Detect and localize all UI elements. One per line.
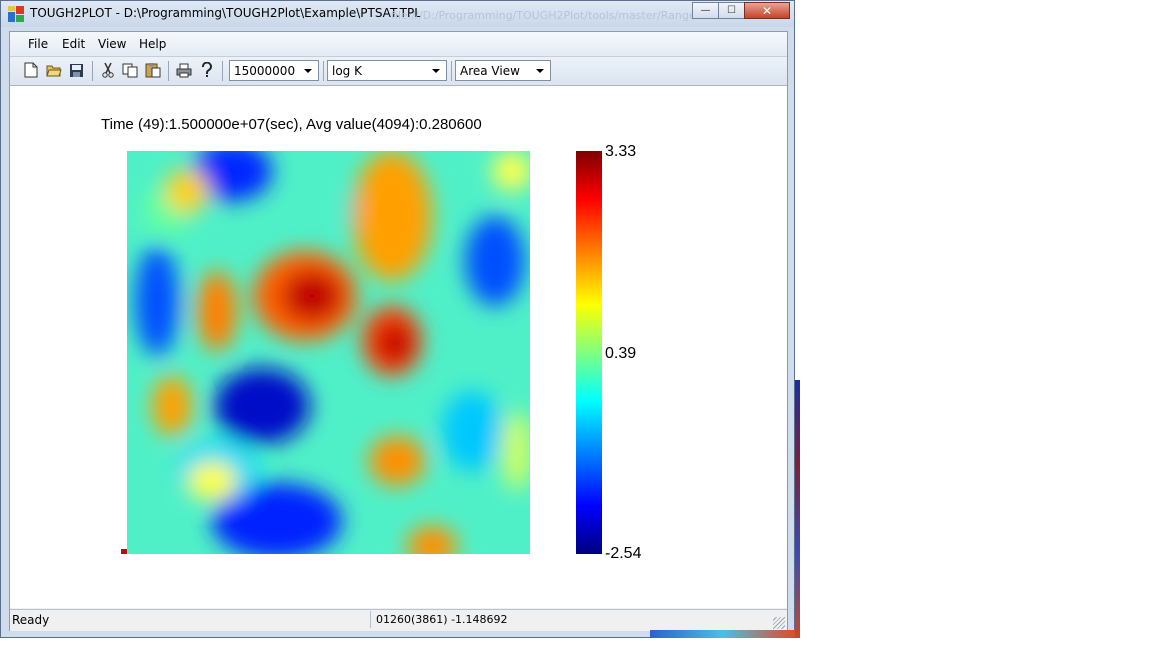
menu-bar: File Edit View Help [10, 32, 787, 57]
colorbar [576, 151, 602, 554]
maximize-button[interactable]: ☐ [718, 2, 745, 19]
status-bar: Ready 01260(3861) -1.148692 [10, 609, 787, 631]
view-select-value: Area View [460, 64, 520, 78]
menu-edit[interactable]: Edit [62, 37, 86, 51]
toolbar: 15000000 log K Area View [10, 57, 787, 86]
cursor-readout: 01260(3861) -1.148692 [376, 613, 508, 626]
copy-icon [122, 63, 138, 77]
close-icon: ✕ [761, 3, 773, 18]
background-window-edge [650, 630, 795, 638]
variable-select[interactable]: log K [327, 60, 447, 81]
paste-icon [145, 63, 161, 78]
paste-button[interactable] [144, 61, 162, 79]
toolbar-separator [222, 61, 223, 81]
colorbar-min-label: -2.54 [605, 545, 642, 562]
open-folder-icon [46, 65, 62, 77]
toolbar-separator [92, 61, 93, 81]
new-file-icon [24, 62, 38, 78]
open-button[interactable] [45, 61, 63, 79]
variable-select-value: log K [332, 64, 362, 78]
new-file-button[interactable] [22, 61, 40, 79]
colorbar-mid-label: 0.39 [605, 345, 637, 362]
resize-grip[interactable] [773, 617, 785, 629]
toolbar-separator [323, 61, 324, 81]
print-button[interactable] [175, 61, 193, 79]
chevron-down-icon [536, 69, 544, 73]
view-select[interactable]: Area View [455, 60, 551, 81]
minimize-button[interactable]: — [692, 2, 719, 19]
title-bar[interactable]: TOUGH2PLOT - D:\Programming\TOUGH2Plot\E… [1, 1, 794, 27]
save-button[interactable] [67, 61, 85, 79]
toolbar-separator [451, 61, 452, 81]
origin-marker [121, 549, 127, 554]
app-window: TOUGH2PLOT - D:\Programming\TOUGH2Plot\E… [0, 0, 795, 638]
time-select-value: 15000000 [234, 64, 296, 78]
status-pane: 01260(3861) -1.148692 [370, 611, 768, 628]
window-title: TOUGH2PLOT - D:\Programming\TOUGH2Plot\E… [30, 6, 421, 20]
colorbar-max-label: 3.33 [605, 143, 637, 160]
help-icon [202, 62, 212, 77]
chevron-down-icon [432, 69, 440, 73]
print-icon [176, 63, 192, 77]
client-area: File Edit View Help [9, 31, 788, 631]
status-text: Ready [12, 613, 50, 627]
menu-file[interactable]: File [28, 37, 49, 51]
window-title-ghost: file:///D:/Programming/TOUGH2Plot/tools/… [391, 9, 696, 22]
plot-area[interactable]: Time (49):1.500000e+07(sec), Avg value(4… [10, 86, 787, 608]
background-window-edge [795, 380, 800, 638]
help-button[interactable] [198, 61, 216, 79]
time-select[interactable]: 15000000 [229, 60, 319, 81]
minimize-icon: — [700, 5, 711, 16]
menu-view[interactable]: View [98, 37, 127, 51]
close-button[interactable]: ✕ [744, 2, 790, 19]
copy-button[interactable] [121, 61, 139, 79]
cut-icon [102, 62, 114, 78]
save-icon [69, 63, 83, 77]
cut-button[interactable] [99, 61, 117, 79]
chevron-down-icon [304, 69, 312, 73]
toolbar-separator [168, 61, 169, 81]
menu-help[interactable]: Help [139, 37, 167, 51]
maximize-icon: ☐ [727, 5, 736, 16]
heatmap[interactable] [127, 151, 530, 554]
app-icon [8, 6, 24, 22]
plot-title: Time (49):1.500000e+07(sec), Avg value(4… [101, 116, 482, 133]
window-controls: — ☐ ✕ [692, 2, 790, 20]
